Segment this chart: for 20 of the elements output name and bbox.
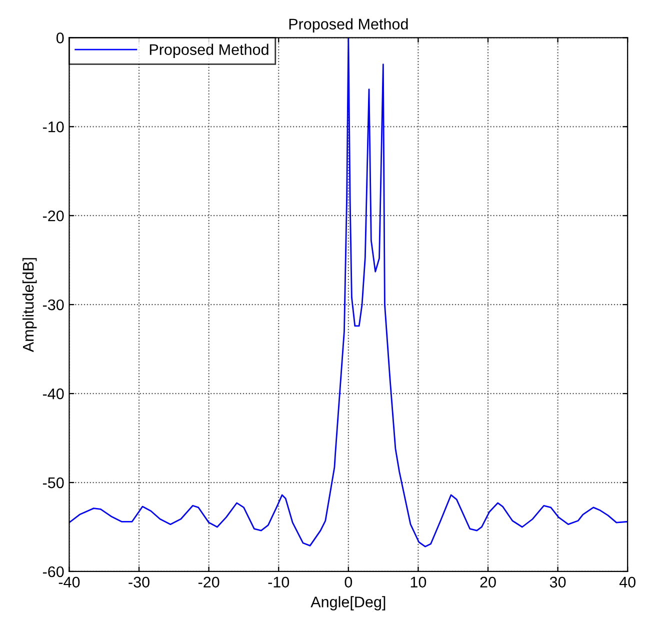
x-tick-label: -20 xyxy=(198,576,220,588)
x-axis-title: Angle[Deg] xyxy=(310,596,386,610)
y-tick-label: -50 xyxy=(42,477,64,488)
x-tick-label: 10 xyxy=(410,576,426,588)
y-tick-label: -20 xyxy=(42,210,64,222)
x-tick-label: 0 xyxy=(344,576,352,588)
x-tick-label: 30 xyxy=(550,576,566,588)
y-tick-label: -40 xyxy=(42,388,64,400)
x-tick-label: -10 xyxy=(268,576,290,588)
chart-title: Proposed Method xyxy=(289,18,408,33)
legend-label: Proposed Method xyxy=(150,44,268,58)
x-tick-label: -30 xyxy=(128,576,150,588)
y-tick-label: -60 xyxy=(42,566,64,578)
x-tick-label: 40 xyxy=(619,576,636,588)
y-tick-label: -10 xyxy=(42,122,64,132)
y-tick-label: 0 xyxy=(56,32,64,44)
x-tick-label: -40 xyxy=(58,576,80,588)
y-tick-label: -30 xyxy=(42,299,64,310)
x-tick-label: 20 xyxy=(480,576,496,588)
y-axis-title: Amplitude[dB] xyxy=(22,258,37,352)
